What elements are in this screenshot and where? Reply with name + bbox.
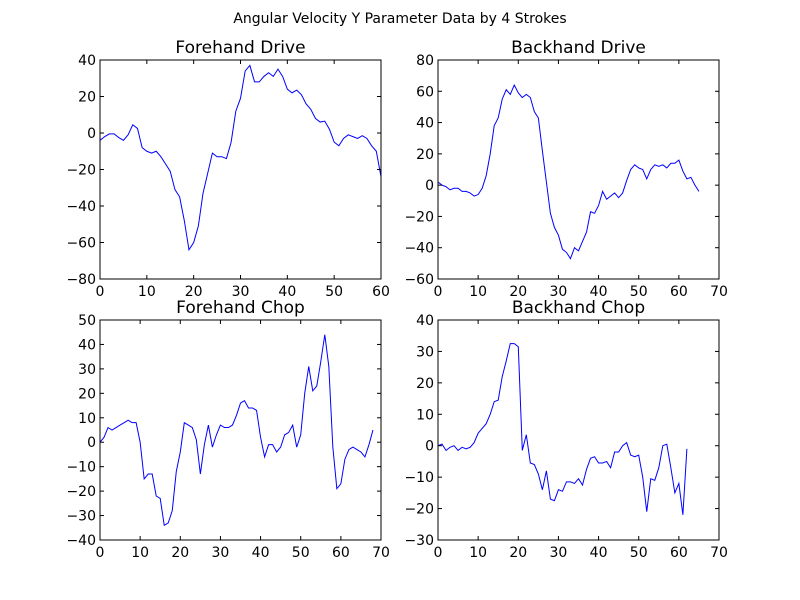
panel-backhand-chop-xtick-label: 70 <box>710 545 728 561</box>
panel-forehand-drive-title: Forehand Drive <box>175 38 305 58</box>
panel-forehand-chop-title: Forehand Chop <box>176 298 305 318</box>
panel-forehand-chop-xtick-label: 20 <box>171 545 189 561</box>
panel-forehand-chop-xtick-label: 40 <box>252 545 270 561</box>
panel-forehand-drive-ytick-label: 0 <box>87 126 96 142</box>
panel-backhand-chop-ytick-label: 10 <box>416 407 434 423</box>
panel-forehand-chop-ytick-label: 30 <box>78 362 96 378</box>
panel-forehand-drive-ytick-label: −40 <box>66 199 96 215</box>
panel-backhand-chop-xtick-label: 30 <box>550 545 568 561</box>
panel-forehand-chop-ytick-label: 20 <box>78 386 96 402</box>
panel-forehand-chop-ytick-label: 50 <box>78 313 96 329</box>
panel-forehand-chop-xtick-label: 30 <box>212 545 230 561</box>
panel-forehand-drive-xtick-label: 0 <box>96 284 105 300</box>
figure-suptitle: Angular Velocity Y Parameter Data by 4 S… <box>233 11 566 27</box>
panel-forehand-chop-ytick-label: −40 <box>66 533 96 549</box>
panel-forehand-drive-ytick-label: −80 <box>66 272 96 288</box>
panel-backhand-chop-xtick-label: 40 <box>590 545 608 561</box>
panel-backhand-drive-ytick-label: 20 <box>416 147 434 163</box>
panel-backhand-drive-ytick-label: 0 <box>425 178 434 194</box>
panel-forehand-chop-xtick-label: 70 <box>372 545 390 561</box>
panel-forehand-drive-xtick-label: 10 <box>138 284 156 300</box>
panel-forehand-chop-xtick-label: 60 <box>332 545 350 561</box>
panel-backhand-chop-ytick-label: 40 <box>416 313 434 329</box>
panel-forehand-drive-ytick-label: −60 <box>66 236 96 252</box>
panel-backhand-chop-ytick-label: 30 <box>416 344 434 360</box>
panel-backhand-drive-ytick-label: 40 <box>416 116 434 132</box>
panel-forehand-chop-ytick-label: −30 <box>66 509 96 525</box>
panel-backhand-drive-ytick-label: −60 <box>404 272 434 288</box>
panel-forehand-chop-ytick-label: −20 <box>66 484 96 500</box>
panel-backhand-drive-xtick-label: 10 <box>469 284 487 300</box>
panel-backhand-drive-xtick-label: 60 <box>670 284 688 300</box>
panel-backhand-chop-ytick-label: −20 <box>404 502 434 518</box>
panel-backhand-drive-xtick-label: 70 <box>710 284 728 300</box>
panel-backhand-drive-ytick-label: 80 <box>416 53 434 69</box>
panel-forehand-drive-xtick-label: 50 <box>325 284 343 300</box>
panel-backhand-chop-xtick-label: 20 <box>509 545 527 561</box>
panel-forehand-chop-ytick-label: −10 <box>66 460 96 476</box>
panel-forehand-chop-xtick-label: 50 <box>292 545 310 561</box>
panel-forehand-chop-xtick-label: 0 <box>96 545 105 561</box>
panel-forehand-chop-ytick-label: 0 <box>87 435 96 451</box>
panel-backhand-chop-title: Backhand Chop <box>512 298 645 318</box>
panel-backhand-chop-xtick-label: 0 <box>434 545 443 561</box>
panel-backhand-drive-ytick-label: −20 <box>404 209 434 225</box>
panel-backhand-drive-title: Backhand Drive <box>511 38 646 58</box>
panel-backhand-chop-xtick-label: 50 <box>630 545 648 561</box>
panel-backhand-chop-ytick-label: 0 <box>425 439 434 455</box>
panel-forehand-drive-ytick-label: −20 <box>66 163 96 179</box>
panel-backhand-chop-ytick-label: 20 <box>416 376 434 392</box>
panel-forehand-chop-ytick-label: 40 <box>78 337 96 353</box>
panel-forehand-drive-xtick-label: 60 <box>372 284 390 300</box>
panel-backhand-chop-ytick-label: −10 <box>404 470 434 486</box>
panel-backhand-drive-ytick-label: −40 <box>404 241 434 257</box>
panel-backhand-chop-xtick-label: 60 <box>670 545 688 561</box>
panel-forehand-drive-ytick-label: 20 <box>78 90 96 106</box>
panel-backhand-chop-xtick-label: 10 <box>469 545 487 561</box>
panel-backhand-chop-ytick-label: −30 <box>404 533 434 549</box>
panel-forehand-chop-xtick-label: 10 <box>131 545 149 561</box>
panel-forehand-chop-ytick-label: 10 <box>78 411 96 427</box>
panel-forehand-drive-ytick-label: 40 <box>78 53 96 69</box>
panel-backhand-drive-xtick-label: 0 <box>434 284 443 300</box>
panel-backhand-drive-ytick-label: 60 <box>416 84 434 100</box>
